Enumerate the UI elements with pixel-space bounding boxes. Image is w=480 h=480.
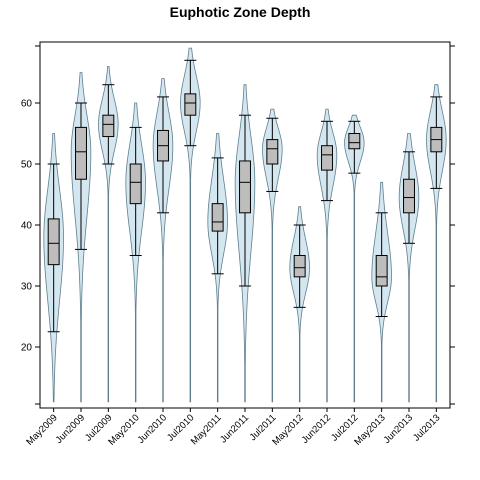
x-tick-label-Jun2011: Jun2011 [218,412,251,445]
box-Jun2013 [403,178,415,214]
box-Jun2011 [239,160,251,214]
y-tick-label: 50 [21,160,33,171]
y-tick-label: 30 [21,282,33,293]
box-May2013 [375,255,388,287]
violin-Jul2010 [180,47,201,403]
x-tick-label-May2009: May2009 [24,412,59,447]
x-tick-label-Jun2009: Jun2009 [54,412,88,446]
box-Jul2012 [348,133,361,150]
violin-Jul2011 [262,108,283,403]
x-tick-label-Jul2013: Jul2013 [411,412,442,443]
violin-Jul2009 [98,66,119,403]
x-tick-label-Jun2013: Jun2013 [382,412,416,446]
plot-area: 2030405060May2009Jun2009Jul2009May2010Ju… [21,41,455,448]
box-May2011 [211,203,224,232]
chart-title: Euphotic Zone Depth [170,4,311,20]
violin-Jul2013 [426,84,447,403]
y-tick-label: 20 [21,343,33,354]
box-Jun2009 [75,126,87,180]
x-tick-label-May2011: May2011 [189,412,224,447]
box-May2009 [47,218,60,266]
box-May2010 [129,163,142,205]
y-tick-label: 40 [21,221,33,232]
box-Jul2009 [102,114,115,138]
y-tick-label: 60 [21,99,33,110]
violin-Jul2012 [344,114,365,403]
box-Jul2011 [266,139,279,165]
x-tick-label-Jun2010: Jun2010 [136,412,170,446]
box-Jun2012 [321,145,333,171]
box-Jul2010 [184,93,197,116]
violin-Jun2012 [316,108,338,403]
box-May2012 [293,255,306,278]
x-tick-label-Jun2012: Jun2012 [300,412,334,446]
